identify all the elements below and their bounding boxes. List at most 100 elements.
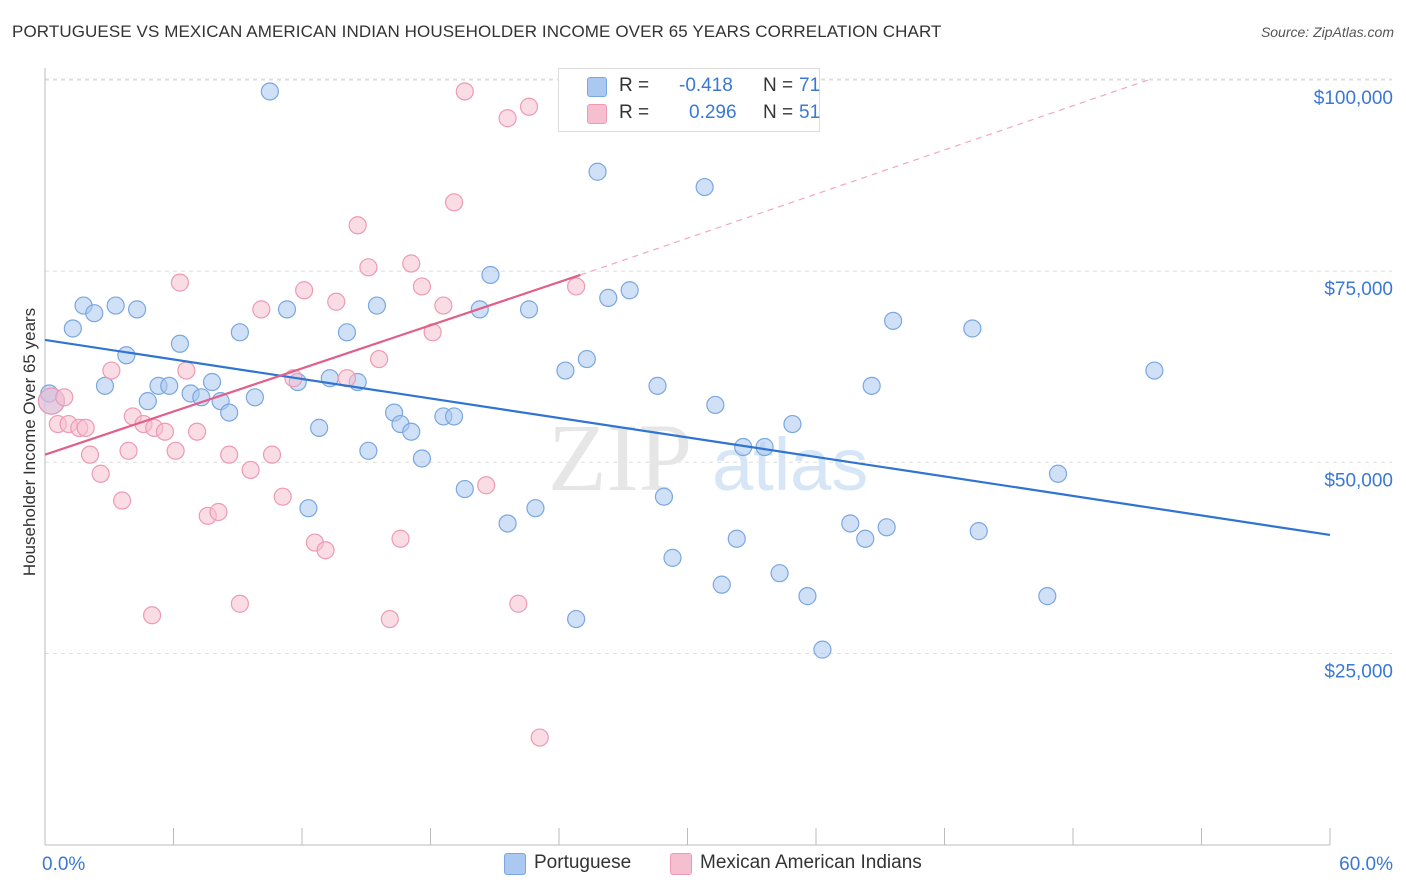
portuguese-swatch [504, 853, 526, 875]
legend-r-value: -0.418 [679, 75, 733, 96]
portuguese-trend-line [44, 338, 1331, 537]
legend-label-mexican: Mexican American Indians [700, 852, 922, 873]
mexican-point [477, 476, 496, 495]
mexican-point [498, 109, 517, 128]
mexican-point [55, 388, 74, 407]
portuguese-point [127, 300, 147, 319]
mexican-point [80, 445, 100, 464]
mexican-swatch [670, 853, 692, 875]
portuguese-point [648, 376, 667, 395]
portuguese-point [367, 296, 387, 315]
mexican-point [155, 422, 175, 441]
portuguese-point [588, 162, 607, 181]
portuguese-point [220, 403, 239, 422]
y-axis-label: Householder Income Over 65 years [20, 308, 39, 576]
grid [45, 78, 1392, 654]
portuguese-point [813, 640, 832, 659]
legend-n-label: N = [763, 75, 794, 96]
portuguese-point [310, 418, 329, 437]
mexican-point [241, 460, 260, 480]
portuguese-point [877, 518, 896, 537]
mexican-point [530, 728, 549, 747]
portuguese-point [862, 376, 881, 395]
portuguese-point [277, 300, 297, 319]
mexican-point [102, 361, 121, 380]
series-legend: Portuguese Mexican American Indians [0, 852, 1406, 876]
y-tick-label: $50,000 [1324, 470, 1393, 491]
portuguese-point [706, 395, 725, 415]
portuguese-point [444, 407, 464, 426]
portuguese-point [160, 376, 179, 395]
legend-n-value: 51 [799, 102, 821, 123]
mexican-point [402, 254, 421, 273]
portuguese-point [1048, 464, 1068, 483]
portuguese-point [202, 372, 222, 392]
y-tick-label: $75,000 [1324, 279, 1393, 300]
legend-r-value: 0.296 [689, 102, 737, 123]
mexican-point [273, 487, 292, 506]
mexican-point [252, 300, 271, 319]
portuguese-point [117, 346, 136, 365]
portuguese-point [95, 376, 115, 395]
portuguese-point [260, 82, 279, 101]
portuguese-point [620, 281, 639, 300]
portuguese-point [577, 349, 596, 369]
mexican-point [295, 281, 314, 300]
portuguese-point [412, 449, 432, 468]
source-note: Source: ZipAtlas.com [1260, 24, 1394, 40]
portuguese-point [963, 319, 982, 338]
trend-lines [44, 79, 1331, 537]
mexican-point [567, 277, 586, 296]
watermark-atlas: atlas [712, 423, 868, 506]
portuguese-point [770, 564, 789, 583]
mexican-point [142, 606, 162, 625]
portuguese-point [170, 334, 190, 353]
mexican-point [434, 296, 453, 315]
mexican-point [209, 502, 228, 522]
portuguese-point [138, 392, 157, 411]
mexican-point [316, 541, 335, 560]
portuguese-point [1038, 587, 1057, 606]
axes [44, 68, 1331, 846]
legend-label-portuguese: Portuguese [534, 852, 632, 873]
mexican-point [519, 97, 539, 116]
mexican-point [509, 594, 528, 613]
portuguese-point [359, 441, 378, 460]
portuguese-point [969, 522, 988, 541]
portuguese-point [883, 311, 903, 330]
portuguese-point [299, 499, 318, 518]
mexican-swatch [587, 104, 607, 124]
portuguese-point [695, 177, 714, 197]
legend-r-label: R = [619, 102, 650, 123]
mexican-point [166, 441, 185, 460]
portuguese-point [230, 323, 249, 342]
portuguese-point [556, 361, 575, 380]
mexican-point [327, 292, 346, 311]
mexican-point [348, 216, 367, 235]
mexican-point [76, 418, 95, 437]
mexican-point [455, 82, 474, 101]
mexican-trend-line [44, 273, 581, 456]
mexican-point [359, 258, 378, 277]
mexican-point [220, 445, 239, 464]
portuguese-point [106, 296, 125, 315]
legend-n-label: N = [763, 102, 794, 123]
x-tick-label: 60.0% [1339, 854, 1393, 875]
tick-labels: $25,000 $50,000 $75,000 $100,000 0.0% 60.0% [42, 88, 1393, 875]
mexican-point [119, 441, 138, 460]
portuguese-point [599, 288, 618, 308]
mexican-point [230, 594, 249, 613]
mexican-point [444, 193, 464, 212]
portuguese-point [798, 587, 817, 606]
portuguese-point [498, 514, 517, 533]
portuguese-point [856, 529, 875, 548]
portuguese-point [526, 499, 545, 518]
portuguese-point [783, 414, 802, 434]
portuguese-point [727, 529, 746, 548]
portuguese-point [455, 479, 474, 499]
portuguese-point [567, 609, 586, 629]
legend-r-label: R = [619, 75, 650, 96]
portuguese-point [481, 265, 500, 285]
portuguese-point [337, 323, 357, 342]
